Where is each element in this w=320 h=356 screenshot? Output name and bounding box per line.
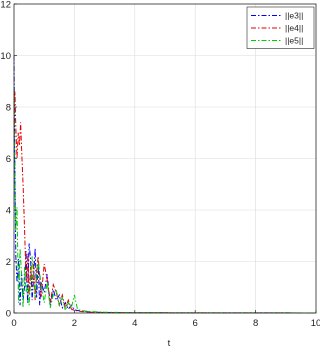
y-tick-label: 6: [6, 154, 11, 165]
x-tick-label: 4: [132, 318, 137, 329]
axis-ticks: 0 2 4 6 8 10 0 2 4 6 8 10 12: [0, 0, 320, 329]
legend-label: ||e5||: [285, 36, 303, 46]
x-tick-label: 2: [72, 318, 77, 329]
legend-label: ||e4||: [285, 23, 303, 33]
series-lines: [13, 55, 317, 314]
x-axis-label: t: [168, 338, 171, 349]
y-tick-label: 8: [6, 103, 11, 114]
series-line-1: [13, 55, 317, 314]
x-tick-label: 0: [11, 318, 16, 329]
x-tick-label: 10: [311, 318, 320, 329]
legend-label: ||e3||: [285, 11, 303, 21]
x-tick-label: 6: [193, 318, 198, 329]
y-tick-label: 4: [6, 206, 11, 217]
y-tick-label: 2: [6, 257, 11, 268]
legend: ||e3|| ||e4|| ||e5||: [246, 6, 315, 49]
grid: [14, 4, 316, 313]
x-tick-label: 8: [253, 318, 258, 329]
y-tick-label: 10: [0, 51, 11, 62]
series-line-3: [13, 88, 317, 314]
y-tick-label: 0: [6, 309, 11, 320]
y-tick-label: 12: [0, 0, 11, 11]
